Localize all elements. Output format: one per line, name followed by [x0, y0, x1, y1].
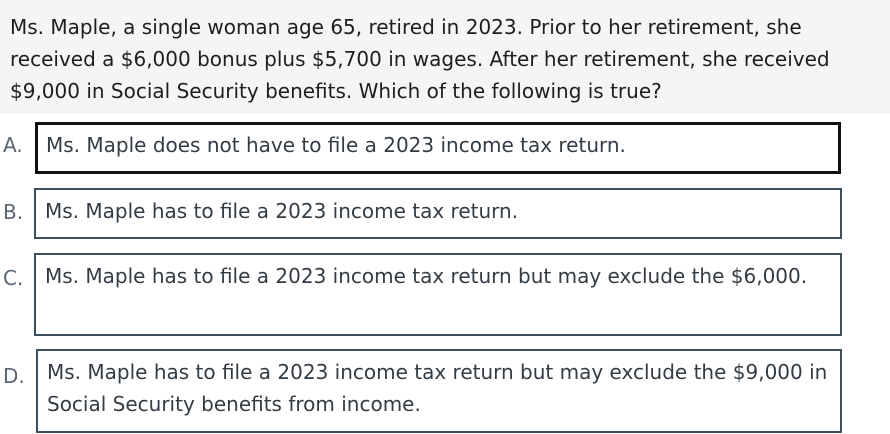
option-letter: C.: [3, 266, 24, 290]
option-c-button[interactable]: Ms. Maple has to file a 2023 income tax …: [34, 253, 842, 336]
option-letter: B.: [3, 200, 24, 224]
option-d-button[interactable]: Ms. Maple has to file a 2023 income tax …: [36, 349, 842, 433]
option-letter: A.: [3, 133, 23, 157]
option-letter: D.: [3, 364, 25, 388]
option-a-button[interactable]: Ms. Maple does not have to file a 2023 i…: [35, 122, 841, 174]
question-text: Ms. Maple, a single woman age 65, retire…: [0, 0, 890, 114]
option-b-button[interactable]: Ms. Maple has to file a 2023 income tax …: [34, 188, 842, 239]
